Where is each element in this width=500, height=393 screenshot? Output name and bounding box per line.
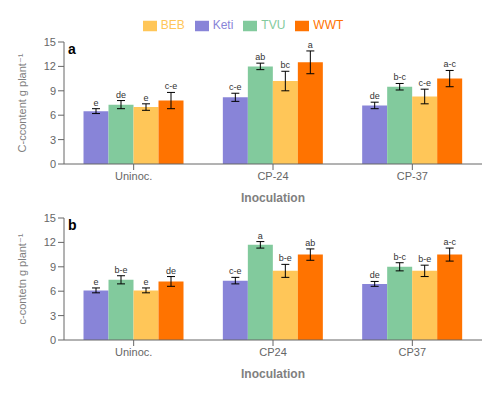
svg-text:Uninoc.: Uninoc. <box>115 170 152 182</box>
svg-text:a-c: a-c <box>443 237 456 247</box>
svg-text:CP37: CP37 <box>399 346 427 358</box>
svg-text:e: e <box>93 277 98 287</box>
svg-text:a-c: a-c <box>443 59 456 69</box>
svg-text:de: de <box>370 91 380 101</box>
svg-text:e: e <box>143 93 148 103</box>
svg-text:a: a <box>258 231 263 241</box>
svg-text:b-e: b-e <box>418 254 431 264</box>
svg-text:9: 9 <box>50 261 56 273</box>
svg-text:15: 15 <box>44 36 56 48</box>
svg-text:de: de <box>370 270 380 280</box>
svg-text:12: 12 <box>44 236 56 248</box>
svg-text:CP24: CP24 <box>259 346 287 358</box>
svg-text:c-e: c-e <box>418 78 431 88</box>
html-text:b: b <box>68 217 77 233</box>
svg-text:c-e: c-e <box>229 82 242 92</box>
svg-text:0: 0 <box>50 158 56 170</box>
svg-text:b-e: b-e <box>114 265 127 275</box>
svg-text:C-ccontent g plant⁻¹: C-ccontent g plant⁻¹ <box>16 53 28 152</box>
svg-text:Uninoc.: Uninoc. <box>115 346 152 358</box>
svg-text:de: de <box>116 90 126 100</box>
svg-text:c-e: c-e <box>229 266 242 276</box>
svg-text:bc: bc <box>281 60 291 70</box>
svg-text:b-e: b-e <box>279 253 292 263</box>
svg-text:e: e <box>93 98 98 108</box>
svg-text:0: 0 <box>50 334 56 346</box>
html-text:BEB: BEB <box>160 18 185 32</box>
svg-text:c-e: c-e <box>165 81 178 91</box>
svg-text:e: e <box>143 277 148 287</box>
svg-text:b-c: b-c <box>393 72 406 82</box>
svg-text:6: 6 <box>50 109 56 121</box>
svg-text:Inoculation: Inoculation <box>241 367 305 381</box>
html-text:a: a <box>68 41 76 57</box>
svg-text:ab: ab <box>255 52 265 62</box>
svg-text:3: 3 <box>50 310 56 322</box>
svg-text:a: a <box>308 40 313 50</box>
html-text:WWT: WWT <box>313 18 344 32</box>
svg-text:CP-37: CP-37 <box>397 170 428 182</box>
svg-text:de: de <box>166 266 176 276</box>
svg-text:c-contetn g plant⁻¹: c-contetn g plant⁻¹ <box>16 233 28 324</box>
svg-text:9: 9 <box>50 85 56 97</box>
svg-text:6: 6 <box>50 285 56 297</box>
svg-text:CP-24: CP-24 <box>257 170 288 182</box>
svg-text:b-c: b-c <box>393 252 406 262</box>
svg-text:3: 3 <box>50 134 56 146</box>
svg-text:12: 12 <box>44 60 56 72</box>
svg-text:15: 15 <box>44 212 56 224</box>
html-text:TVU: TVU <box>261 18 286 32</box>
svg-text:Inoculation: Inoculation <box>241 191 305 205</box>
html-text:Keti: Keti <box>212 18 234 32</box>
svg-text:ab: ab <box>305 238 315 248</box>
